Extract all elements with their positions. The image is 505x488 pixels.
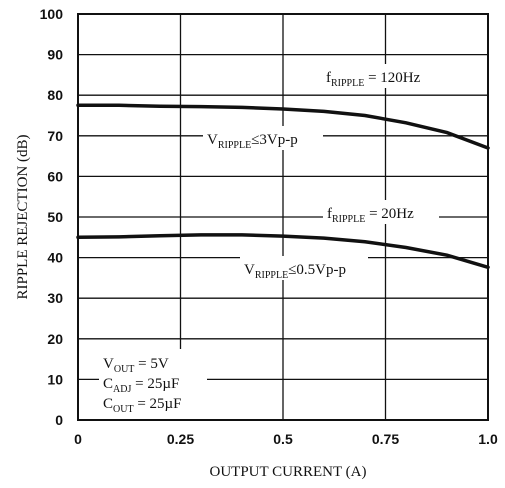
annotation-subscript: RIPPLE [255, 270, 288, 281]
annotation-v-ripple-3vpp: VRIPPLE≤3Vp-p [207, 132, 298, 151]
x-tick-label: 0.75 [372, 431, 399, 447]
series-line-1 [76, 103, 490, 150]
x-tick-label: 1.0 [478, 431, 498, 447]
annotation-rest: = 20Hz [365, 206, 414, 222]
x-tick-label: 0.5 [273, 431, 293, 447]
annotation-vout: VOUT = 5V [103, 356, 169, 375]
annotation-main: f [327, 206, 332, 222]
y-tick-label: 30 [47, 290, 63, 306]
curve-layer [76, 103, 490, 270]
y-tick-label: 10 [47, 371, 63, 387]
annotation-mask-f20 [323, 200, 439, 224]
annotation-cout: COUT = 25µF [103, 396, 182, 415]
y-tick-label: 80 [47, 87, 63, 103]
y-tick-label: 40 [47, 250, 63, 266]
annotation-f-ripple-120hz: fRIPPLE = 120Hz [326, 70, 421, 89]
annotation-rest: = 120Hz [364, 70, 420, 86]
y-tick-label: 60 [47, 168, 63, 184]
series-line-2 [76, 233, 490, 270]
annotation-mask-v3 [203, 126, 323, 150]
y-tick-label: 100 [40, 6, 64, 22]
y-tick-label: 0 [55, 412, 63, 428]
annotation-mask-conditions [99, 349, 207, 419]
x-tick-label: 0.25 [167, 431, 194, 447]
annotation-f-ripple-20hz: fRIPPLE = 20Hz [327, 206, 414, 225]
annotation-subscript: ADJ [113, 384, 131, 395]
y-tick-label: 70 [47, 128, 63, 144]
annotation-subscript: RIPPLE [331, 78, 364, 89]
annotation-subscript: RIPPLE [332, 214, 365, 225]
annotation-subscript: OUT [113, 404, 134, 415]
annotation-mask-v05 [240, 256, 368, 280]
x-tick-label: 0 [74, 431, 82, 447]
annotation-main: V [103, 356, 114, 372]
annotation-rest: ≤3Vp-p [251, 132, 298, 148]
annotation-main: V [244, 262, 255, 278]
annotation-cadj: CADJ = 25µF [103, 376, 179, 395]
annotation-v-ripple-05vpp: VRIPPLE≤0.5Vp-p [244, 262, 346, 281]
y-tick-label: 50 [47, 209, 63, 225]
annotation-main: C [103, 396, 113, 412]
y-tick-label: 20 [47, 331, 63, 347]
annotation-main: V [207, 132, 218, 148]
annotation-mask-f120 [322, 64, 444, 88]
annotation-main: C [103, 376, 113, 392]
annotation-rest: = 25µF [131, 376, 179, 392]
plot-frame [77, 13, 489, 421]
y-tick-label: 90 [47, 47, 63, 63]
annotation-rest: = 5V [134, 356, 168, 372]
annotation-rest: ≤0.5Vp-p [288, 262, 346, 278]
tick-layer: 0 10 20 30 40 50 60 70 80 90 100 0 0.25 0.5 0.75 1.0 [40, 6, 498, 447]
annotation-rest: = 25µF [134, 396, 182, 412]
annotation-subscript: OUT [114, 364, 135, 375]
annotation-main: f [326, 70, 331, 86]
y-axis-title: RIPPLE REJECTION (dB) [15, 134, 31, 299]
annotation-subscript: RIPPLE [218, 140, 251, 151]
x-axis-title: OUTPUT CURRENT (A) [210, 464, 367, 480]
